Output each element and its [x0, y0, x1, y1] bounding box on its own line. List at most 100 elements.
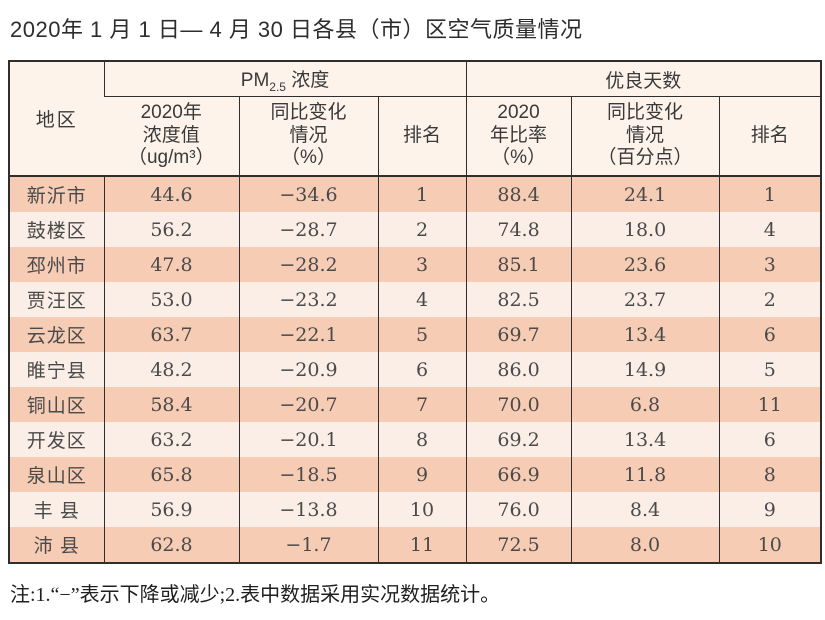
table-header: 地区 PM2.5 浓度 优良天数 2020年 浓度值 （ug/m³） 同比变化 情况 （%… [9, 61, 822, 177]
pm-change-cell: −20.1 [238, 422, 378, 457]
good-change-cell: 24.1 [570, 176, 720, 212]
good-change-cell: 8.4 [570, 492, 720, 527]
good-ratio-cell: 82.5 [465, 282, 572, 317]
table-row: 泉山区 65.8 −18.5 9 66.9 11.8 8 [9, 457, 822, 492]
table-row: 贾汪区 53.0 −23.2 4 82.5 23.7 2 [9, 282, 822, 317]
pm-value-cell: 65.8 [103, 457, 239, 492]
good-rank-cell: 4 [718, 212, 822, 247]
pm-value-cell: 62.8 [103, 527, 239, 563]
table-body: 新沂市 44.6 −34.6 1 88.4 24.1 1 鼓楼区 56.2 −28.7 2 74.8 1… [9, 176, 822, 563]
table-row: 鼓楼区 56.2 −28.7 2 74.8 18.0 4 [9, 212, 822, 247]
column-header-pm-rank: 排名 [377, 96, 467, 177]
good-rank-cell: 9 [718, 492, 822, 527]
pm25-label-prefix: PM [240, 69, 270, 91]
pm-value-cell: 63.7 [103, 317, 239, 352]
table-row: 邳州市 47.8 −28.2 3 85.1 23.6 3 [9, 247, 822, 282]
group-header-row: 地区 PM2.5 浓度 优良天数 [9, 61, 822, 177]
pm-change-cell: −13.8 [238, 492, 378, 527]
good-ratio-cell: 74.8 [465, 212, 572, 247]
pm-value-cell: 48.2 [103, 352, 239, 387]
column-header-good-change: 同比变化 情况 （百分点） [570, 96, 720, 177]
good-ratio-cell: 85.1 [465, 247, 572, 282]
column-header-good-ratio: 2020 年比率 （%） [465, 96, 572, 177]
region-cell: 云龙区 [9, 317, 104, 352]
pm-value-cell: 63.2 [103, 422, 239, 457]
pm-rank-cell: 4 [377, 282, 467, 317]
table-row: 睢宁县 48.2 −20.9 6 86.0 14.9 5 [9, 352, 822, 387]
pm-rank-cell: 5 [377, 317, 467, 352]
column-group-good-days: 优良天数 [465, 61, 822, 97]
pm-change-cell: −34.6 [238, 176, 378, 212]
table-row: 云龙区 63.7 −22.1 5 69.7 13.4 6 [9, 317, 822, 352]
pm-change-cell: −22.1 [238, 317, 378, 352]
pm-rank-cell: 11 [377, 527, 467, 563]
good-ratio-cell: 69.7 [465, 317, 572, 352]
good-ratio-cell: 69.2 [465, 422, 572, 457]
good-change-cell: 14.9 [570, 352, 720, 387]
good-ratio-cell: 88.4 [465, 176, 572, 212]
pm-change-cell: −18.5 [238, 457, 378, 492]
table-row: 铜山区 58.4 −20.7 7 70.0 6.8 11 [9, 387, 822, 422]
pm-value-cell: 44.6 [103, 176, 239, 212]
column-group-pm25: PM2.5 浓度 [103, 61, 467, 97]
pm-change-cell: −20.7 [238, 387, 378, 422]
good-rank-cell: 8 [718, 457, 822, 492]
region-cell: 新沂市 [9, 176, 104, 212]
region-cell: 鼓楼区 [9, 212, 104, 247]
table-row: 新沂市 44.6 −34.6 1 88.4 24.1 1 [9, 176, 822, 212]
good-change-cell: 18.0 [570, 212, 720, 247]
region-cell: 泉山区 [9, 457, 104, 492]
table-row: 开发区 63.2 −20.1 8 69.2 13.4 6 [9, 422, 822, 457]
page-title: 2020年 1 月 1 日— 4 月 30 日各县（市）区空气质量情况 [10, 17, 583, 42]
pm-value-cell: 56.2 [103, 212, 239, 247]
pm-rank-cell: 7 [377, 387, 467, 422]
good-rank-cell: 6 [718, 422, 822, 457]
good-rank-cell: 3 [718, 247, 822, 282]
region-cell: 贾汪区 [9, 282, 104, 317]
good-rank-cell: 11 [718, 387, 822, 422]
pm-value-cell: 56.9 [103, 492, 239, 527]
good-ratio-cell: 76.0 [465, 492, 572, 527]
pm-change-cell: −23.2 [238, 282, 378, 317]
pm25-label-suffix: 浓度 [285, 69, 330, 91]
good-change-cell: 23.7 [570, 282, 720, 317]
table-row: 丰 县 56.9 −13.8 10 76.0 8.4 9 [9, 492, 822, 527]
good-change-cell: 13.4 [570, 317, 720, 352]
table-row: 沛 县 62.8 −1.7 11 72.5 8.0 10 [9, 527, 822, 563]
pm-change-cell: −1.7 [238, 527, 378, 563]
column-header-good-rank: 排名 [718, 96, 822, 177]
region-cell: 开发区 [9, 422, 104, 457]
good-change-cell: 13.4 [570, 422, 720, 457]
good-change-cell: 6.8 [570, 387, 720, 422]
good-rank-cell: 5 [718, 352, 822, 387]
pm-change-cell: −28.7 [238, 212, 378, 247]
pm-rank-cell: 9 [377, 457, 467, 492]
pm-rank-cell: 2 [377, 212, 467, 247]
good-ratio-cell: 86.0 [465, 352, 572, 387]
pm-rank-cell: 3 [377, 247, 467, 282]
good-change-cell: 8.0 [570, 527, 720, 563]
region-cell: 睢宁县 [9, 352, 104, 387]
pm-change-cell: −28.2 [238, 247, 378, 282]
pm-rank-cell: 8 [377, 422, 467, 457]
sub-header-row: 2020年 浓度值 （ug/m³） 同比变化 情况 （%） 排名 2020 年比率 （%） 同比变化… [9, 96, 822, 177]
good-ratio-cell: 66.9 [465, 457, 572, 492]
pm-rank-cell: 10 [377, 492, 467, 527]
good-change-cell: 11.8 [570, 457, 720, 492]
region-cell: 邳州市 [9, 247, 104, 282]
good-ratio-cell: 72.5 [465, 527, 572, 563]
region-cell: 铜山区 [9, 387, 104, 422]
column-header-region: 地区 [9, 61, 104, 177]
pm-rank-cell: 1 [377, 176, 467, 212]
good-change-cell: 23.6 [570, 247, 720, 282]
column-header-pm-change: 同比变化 情况 （%） [238, 96, 378, 177]
pm-value-cell: 53.0 [103, 282, 239, 317]
good-rank-cell: 1 [718, 176, 822, 212]
good-ratio-cell: 70.0 [465, 387, 572, 422]
pm-rank-cell: 6 [377, 352, 467, 387]
good-rank-cell: 10 [718, 527, 822, 563]
pm-change-cell: −20.9 [238, 352, 378, 387]
air-quality-table: 地区 PM2.5 浓度 优良天数 2020年 浓度值 （ug/m³） 同比变化 情况 （%… [8, 60, 823, 564]
good-rank-cell: 6 [718, 317, 822, 352]
